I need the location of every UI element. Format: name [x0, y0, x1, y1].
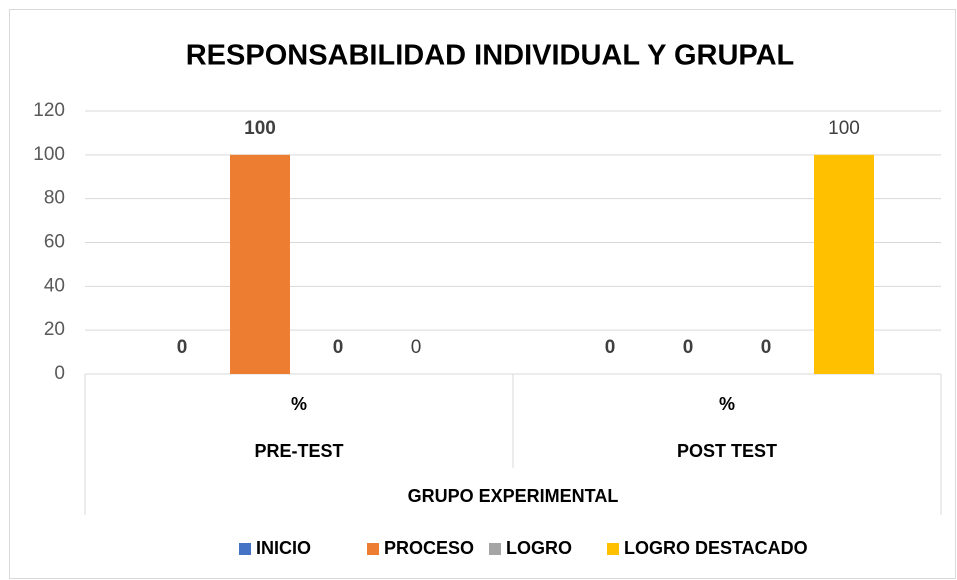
data-label: 0 [333, 337, 344, 358]
data-label: 0 [761, 337, 772, 358]
legend-swatch [239, 543, 251, 555]
x-tick-label: % [291, 394, 307, 414]
data-label: 100 [244, 118, 276, 139]
data-label: 0 [177, 337, 188, 358]
y-tick-label: 60 [44, 232, 65, 253]
legend-swatch [489, 543, 501, 555]
group-label: POST TEST [677, 441, 777, 461]
legend-swatch [367, 543, 379, 555]
bar [230, 154, 290, 374]
data-label: 0 [605, 337, 616, 358]
legend-label: LOGRO [506, 538, 572, 558]
data-label: 0 [411, 337, 422, 358]
chart-title: RESPONSABILIDAD INDIVIDUAL Y GRUPAL [186, 40, 795, 72]
y-tick-label: 40 [44, 275, 65, 296]
legend-label: INICIO [256, 538, 311, 558]
outer-group-label: GRUPO EXPERIMENTAL [408, 486, 619, 506]
y-tick-label: 100 [33, 144, 65, 165]
y-tick-label: 0 [54, 363, 65, 384]
data-label: 100 [828, 118, 860, 139]
y-tick-label: 80 [44, 188, 65, 209]
y-tick-label: 120 [33, 100, 65, 121]
legend-swatch [607, 543, 619, 555]
group-label: PRE-TEST [254, 441, 343, 461]
x-tick-label: % [719, 394, 735, 414]
chart-border [9, 9, 956, 579]
y-tick-label: 20 [44, 319, 65, 340]
legend-label: PROCESO [384, 538, 474, 558]
legend-label: LOGRO DESTACADO [624, 538, 808, 558]
bar [814, 154, 874, 374]
data-label: 0 [683, 337, 694, 358]
